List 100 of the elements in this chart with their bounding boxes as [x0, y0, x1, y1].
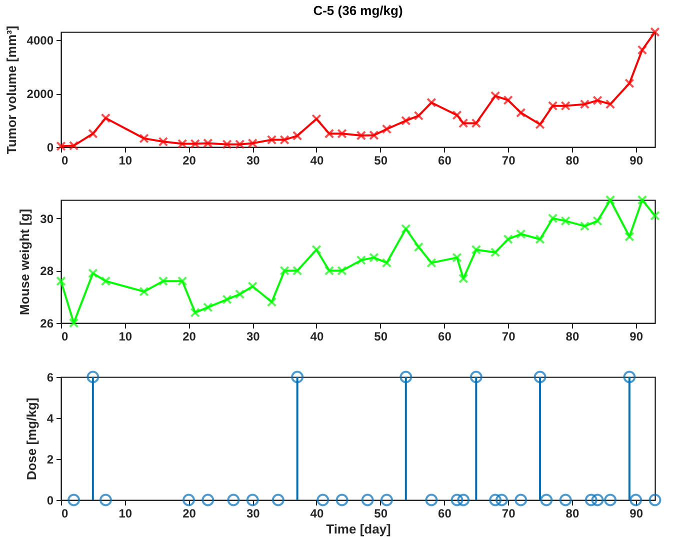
- point: [177, 276, 188, 286]
- x-tick-label: 70: [502, 330, 516, 344]
- point: [650, 27, 660, 37]
- y-tick-label: 6: [46, 370, 54, 384]
- point: [426, 258, 436, 268]
- x-tick-label: 0: [62, 506, 68, 520]
- x-tick-label: 40: [310, 330, 324, 344]
- point: [234, 289, 245, 300]
- point: [324, 128, 334, 138]
- point: [548, 213, 558, 224]
- point: [177, 138, 188, 149]
- point: [548, 100, 558, 111]
- point: [158, 136, 168, 147]
- x-tick-label: 80: [566, 330, 580, 344]
- x-tick-label: 70: [502, 154, 516, 168]
- point: [248, 138, 258, 148]
- point: [592, 96, 602, 106]
- y-tick-label: 2: [46, 452, 54, 466]
- point: [266, 297, 277, 307]
- x-tick-label: 10: [118, 330, 132, 344]
- x-tick-label: 80: [566, 506, 580, 520]
- x-tick-label: 40: [310, 506, 324, 520]
- point: [68, 318, 79, 328]
- x-tick-label: 90: [630, 330, 644, 344]
- point: [203, 138, 213, 148]
- point: [266, 134, 277, 145]
- x-tick-label: 50: [374, 330, 388, 344]
- point: [650, 210, 660, 221]
- x-tick-label: 90: [630, 154, 644, 168]
- y-axis-title: Tumor volume [mm³]: [4, 26, 19, 154]
- point: [503, 234, 513, 244]
- x-tick-label: 50: [374, 506, 388, 520]
- point: [139, 134, 149, 144]
- x-tick-label: 20: [182, 154, 196, 168]
- y-tick-label: 0: [46, 140, 54, 154]
- point: [356, 255, 366, 266]
- y-tick-label: 28: [40, 264, 54, 278]
- point: [382, 124, 392, 134]
- x-tick-label: 50: [374, 154, 388, 168]
- point: [312, 114, 322, 124]
- point: [471, 244, 482, 255]
- point: [312, 244, 322, 255]
- point: [337, 266, 347, 276]
- point: [88, 268, 98, 278]
- point: [158, 276, 168, 286]
- point: [139, 286, 149, 296]
- point: [292, 266, 302, 276]
- point: [592, 216, 602, 226]
- x-tick-label: 90: [630, 506, 644, 520]
- x-tick-label: 10: [118, 506, 132, 520]
- x-tick-label: 60: [438, 154, 452, 168]
- y-tick-label: 2000: [26, 87, 54, 102]
- y-tick-label: 30: [40, 212, 54, 226]
- x-tick-label: 40: [310, 154, 324, 168]
- point: [560, 100, 570, 111]
- y-axis-title: Mouse weight [g]: [17, 208, 32, 316]
- point: [280, 266, 290, 276]
- x-tick-label: 20: [182, 506, 196, 520]
- point: [56, 276, 66, 286]
- y-tick-label: 26: [40, 316, 54, 330]
- point: [369, 252, 379, 262]
- point: [560, 216, 570, 226]
- point: [337, 128, 347, 138]
- point: [100, 113, 111, 123]
- x-tick-label: 30: [246, 330, 260, 344]
- point: [203, 302, 213, 312]
- x-tick-label: 0: [62, 154, 68, 168]
- point: [458, 274, 468, 284]
- point: [624, 78, 634, 88]
- point: [490, 91, 500, 101]
- point: [452, 110, 462, 120]
- point: [490, 247, 500, 258]
- point: [414, 110, 424, 121]
- point: [637, 195, 648, 205]
- y-tick-label: 4000: [26, 34, 54, 48]
- y-tick-label: 0: [46, 494, 54, 508]
- point: [401, 224, 411, 234]
- point: [471, 118, 482, 128]
- x-tick-label: 70: [502, 506, 516, 520]
- point: [605, 195, 616, 205]
- point: [580, 99, 590, 110]
- x-tick-label: 0: [62, 330, 68, 344]
- x-tick-label: 30: [246, 154, 260, 168]
- point: [382, 258, 392, 268]
- x-axis-title: Time [day]: [326, 522, 391, 536]
- y-tick-label: 4: [46, 412, 54, 426]
- point: [248, 281, 258, 292]
- point: [624, 232, 634, 242]
- point: [222, 139, 232, 150]
- point: [516, 108, 526, 118]
- x-tick-label: 60: [438, 506, 452, 520]
- point: [190, 308, 200, 318]
- point: [88, 128, 98, 138]
- point: [503, 95, 513, 106]
- point: [56, 141, 66, 152]
- point: [414, 242, 424, 252]
- point: [356, 130, 366, 140]
- point: [324, 266, 334, 276]
- point: [100, 276, 111, 286]
- point: [458, 118, 468, 128]
